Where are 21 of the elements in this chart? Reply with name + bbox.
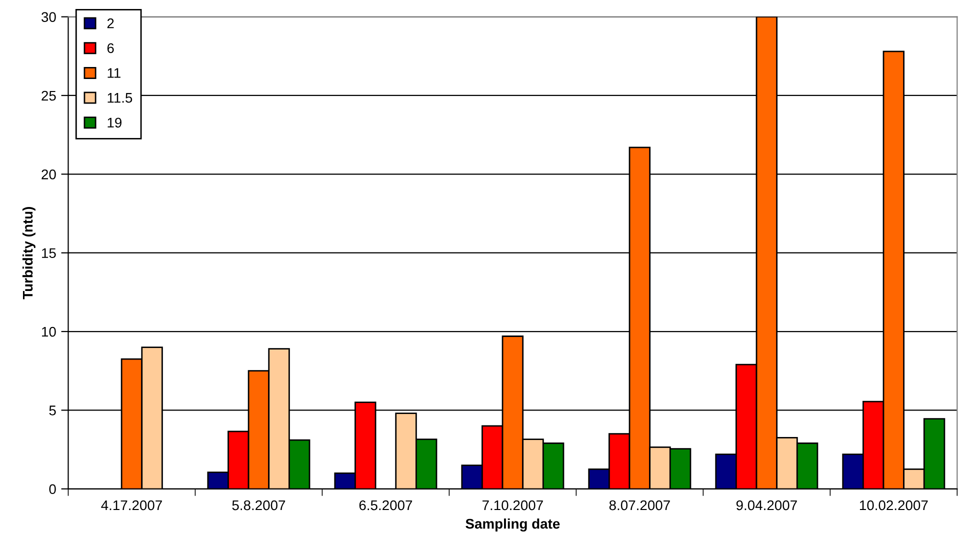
legend-label: 11.5 <box>108 93 132 103</box>
legend-label: 11 <box>108 68 120 78</box>
x-tick-label: 8.07.2007 <box>609 500 670 510</box>
x-tick-label: 7.10.2007 <box>482 500 543 510</box>
x-tick-label: 6.5.2007 <box>359 500 412 510</box>
y-tick-label: 30 <box>42 12 56 22</box>
legend-label: 2 <box>107 18 114 28</box>
x-axis-title: Sampling date <box>466 518 560 532</box>
y-tick-label: 20 <box>42 169 56 180</box>
x-tick-label: 4.17.2007 <box>101 500 162 510</box>
y-tick-label: 15 <box>42 248 56 258</box>
y-tick-label: 10 <box>42 326 56 337</box>
y-tick-label: 25 <box>42 90 56 101</box>
y-tick-label: 5 <box>49 406 56 416</box>
x-tick-label: 9.04.2007 <box>736 500 797 510</box>
y-tick-label: 0 <box>49 484 56 494</box>
legend-label: 19 <box>108 118 122 128</box>
x-tick-label: 10.02.2007 <box>860 500 928 510</box>
x-tick-label: 5.8.2007 <box>232 500 286 510</box>
legend-label: 6 <box>107 43 114 54</box>
y-axis-title: Turbidity (ntu) <box>22 206 36 300</box>
